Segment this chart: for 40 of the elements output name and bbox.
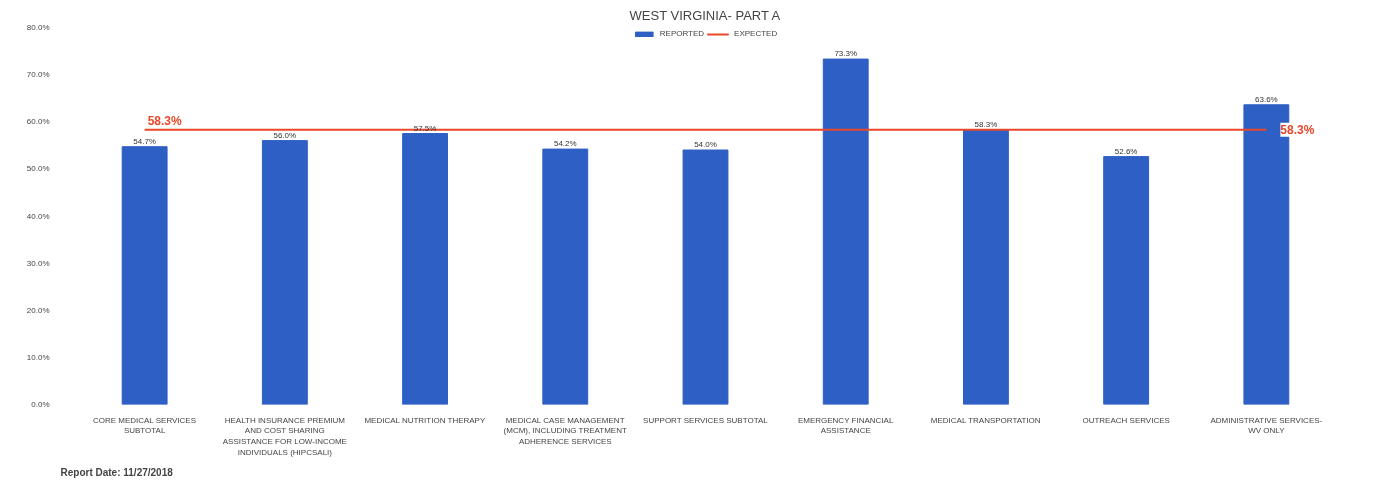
y-tick-label: 20.0%	[26, 305, 50, 315]
data-label: 58.3%	[974, 119, 998, 129]
legend-label: EXPECTED	[734, 29, 778, 38]
x-tick-label: MEDICAL CASE MANAGEMENT (MCM), INCLUDING TREATMENT ADHERENCE SERVICES	[503, 415, 627, 447]
bar	[402, 133, 448, 405]
x-tick-label: SUPPORT SERVICES SUBTOTAL	[643, 415, 769, 425]
data-label: 58.3%	[147, 113, 182, 128]
bar	[121, 146, 168, 405]
x-tick-label: OUTREACH SERVICES	[1082, 415, 1170, 425]
y-tick-label: 60.0%	[26, 117, 50, 127]
y-tick-label: 70.0%	[26, 70, 50, 80]
y-tick-label: 0.0%	[31, 400, 50, 409]
data-label: 63.6%	[1255, 94, 1278, 104]
x-tick-label: EMERGENCY FINANCIAL ASSISTANCE	[797, 415, 894, 436]
bar	[682, 149, 729, 405]
data-label: 54.2%	[553, 139, 577, 149]
x-tick-label: MEDICAL NUTRITION THERAPY	[364, 415, 486, 425]
y-tick-label: 50.0%	[26, 164, 50, 174]
y-tick-label: 80.0%	[26, 23, 50, 32]
x-tick-label: MEDICAL TRANSPORTATION	[930, 415, 1041, 425]
bar	[963, 129, 1009, 405]
data-label: 58.3%	[1280, 122, 1315, 137]
bar	[1103, 156, 1150, 405]
data-label: 52.6%	[1114, 146, 1138, 156]
bar	[542, 148, 589, 405]
text: Report Date: 11/27/2018	[60, 466, 174, 478]
x-tick-label: HEALTH INSURANCE PREMIUM AND COST SHARING ASSISTANCE FOR LOW-INCOME INDIVIDUALS (HIPCSALI)	[222, 415, 347, 457]
y-tick-label: 30.0%	[26, 258, 50, 268]
bar	[261, 140, 308, 405]
legend-label: REPORTED	[659, 29, 705, 38]
data-label: 73.3%	[834, 49, 858, 59]
x-tick-label: ADMINISTRATIVE SERVICES- WV ONLY	[1210, 415, 1323, 436]
chart-title: WEST VIRGINIA- PART A	[629, 7, 781, 23]
y-tick-label: 40.0%	[26, 211, 50, 221]
data-label: 54.7%	[133, 136, 156, 146]
y-tick-label: 10.0%	[26, 352, 50, 362]
bar	[822, 58, 869, 405]
data-label: 56.0%	[273, 130, 297, 140]
data-label: 54.0%	[694, 140, 717, 150]
x-tick-label: CORE MEDICAL SERVICES SUBTOTAL	[92, 415, 197, 436]
